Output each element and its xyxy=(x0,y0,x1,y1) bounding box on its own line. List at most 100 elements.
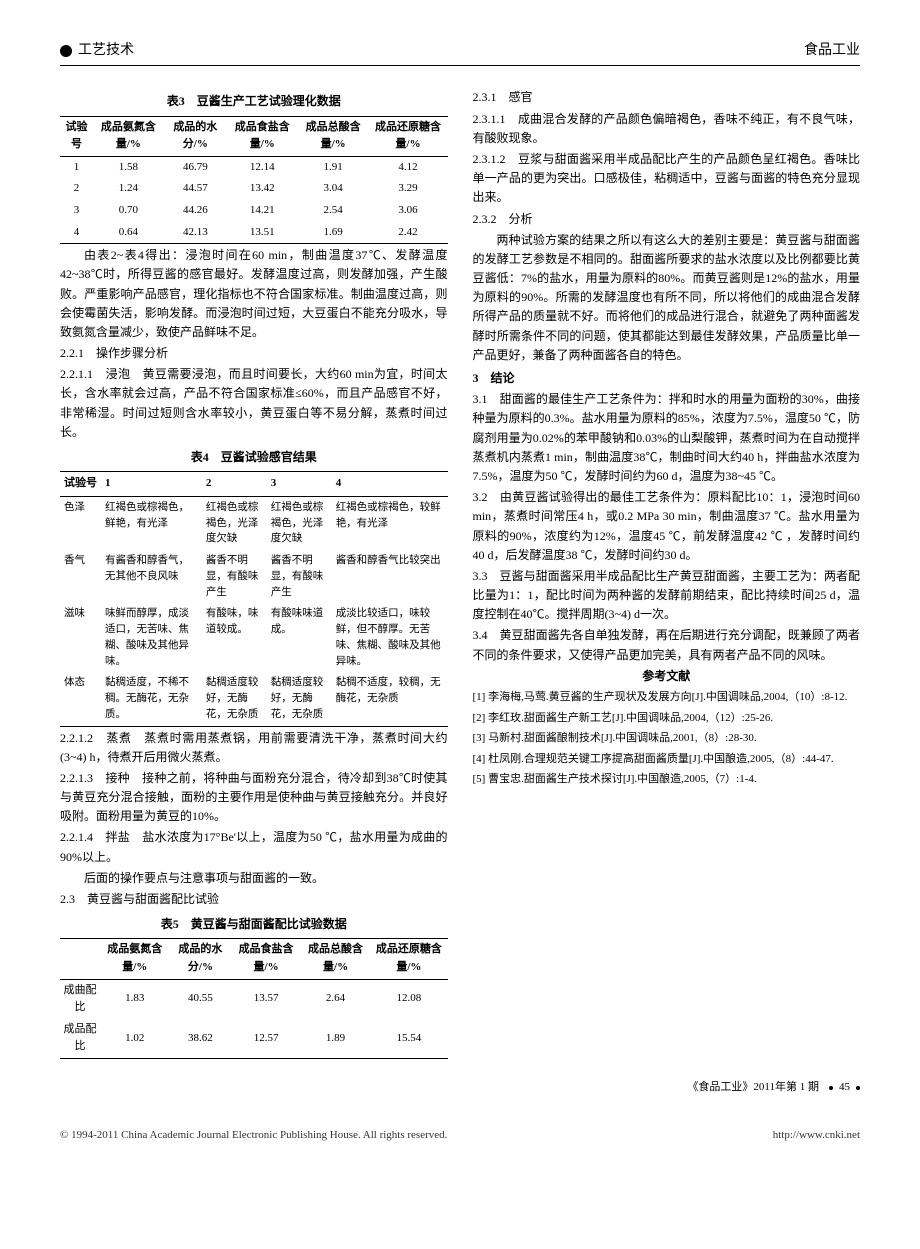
td: 12.08 xyxy=(370,979,447,1019)
copyright-text: © 1994-2011 China Academic Journal Elect… xyxy=(60,1127,447,1145)
td: 有酱香和醇香气，无其他不良风味 xyxy=(101,550,202,603)
ref: [1] 李海梅,马莺.黄豆酱的生产现状及发展方向[J].中国调味品,2004,（… xyxy=(473,689,861,707)
td: 红褐色或棕褐色，鲜艳，有光泽 xyxy=(101,496,202,550)
bullet-icon xyxy=(60,45,72,57)
th: 成品总酸含量/% xyxy=(301,939,370,979)
sec-3: 3 结论 xyxy=(473,369,861,388)
th: 成品的水分/% xyxy=(170,939,232,979)
th: 成品总酸含量/% xyxy=(298,116,369,156)
issue: 《食品工业》2011年第 1 期 xyxy=(687,1079,819,1097)
sec-33: 3.3 豆酱与甜面酱采用半成品配比生产黄豆甜面酱，主要工艺为：两者配比量为1：1… xyxy=(473,567,861,625)
ref: [4] 杜凤刚.合理规范关键工序提高甜面酱质量[J].中国酿造,2005,（8）… xyxy=(473,751,861,769)
sec-232: 2.3.2 分析 xyxy=(473,210,861,229)
td: 0.70 xyxy=(93,200,164,222)
td: 2.64 xyxy=(301,979,370,1019)
sec-231: 2.3.1 感官 xyxy=(473,88,861,107)
th: 成品食盐含量/% xyxy=(231,939,300,979)
sec-2212: 2.2.1.2 蒸煮 蒸煮时需用蒸煮锅，用前需要清洗干净，蒸煮时间大约(3~4)… xyxy=(60,729,448,767)
page-number: 45 xyxy=(839,1079,850,1097)
sec-221: 2.2.1 操作步骤分析 xyxy=(60,344,448,363)
td: 香气 xyxy=(60,550,101,603)
td: 3.29 xyxy=(369,178,448,200)
td: 体态 xyxy=(60,672,101,726)
td: 1.83 xyxy=(100,979,169,1019)
td: 15.54 xyxy=(370,1019,447,1059)
td: 13.42 xyxy=(227,178,298,200)
th: 试验号 xyxy=(60,472,101,497)
table3: 试验号 成品氨氮含量/% 成品的水分/% 成品食盐含量/% 成品总酸含量/% 成… xyxy=(60,116,448,245)
dot-icon xyxy=(829,1086,833,1090)
td: 酱香不明显，有酸味产生 xyxy=(267,550,332,603)
td: 1.69 xyxy=(298,222,369,244)
references: [1] 李海梅,马莺.黄豆酱的生产现状及发展方向[J].中国调味品,2004,（… xyxy=(473,689,861,789)
td: 13.57 xyxy=(231,979,300,1019)
td: 4 xyxy=(60,222,93,244)
th: 4 xyxy=(332,472,448,497)
table3-title: 表3 豆酱生产工艺试验理化数据 xyxy=(60,92,448,111)
th: 成品的水分/% xyxy=(164,116,227,156)
copyright-url: http://www.cnki.net xyxy=(773,1127,860,1145)
para: 由表2~表4得出：浸泡时间在60 min，制曲温度37℃、发酵温度42~38℃时… xyxy=(60,246,448,342)
th: 2 xyxy=(202,472,267,497)
td: 有酸味味道成。 xyxy=(267,603,332,672)
th: 成品还原糖含量/% xyxy=(370,939,447,979)
td: 滋味 xyxy=(60,603,101,672)
td: 3 xyxy=(60,200,93,222)
sec-2213: 2.2.1.3 接种 接种之前，将种曲与面粉充分混合，待冷却到38℃时使其与黄豆… xyxy=(60,769,448,827)
td: 成曲配比 xyxy=(60,979,100,1019)
para: 后面的操作要点与注意事项与甜面酱的一致。 xyxy=(60,869,448,888)
td: 黏稠不适度，较稠，无酶花，无杂质 xyxy=(332,672,448,726)
th: 3 xyxy=(267,472,332,497)
td: 红褐色或棕褐色，光泽度欠缺 xyxy=(267,496,332,550)
table5-title: 表5 黄豆酱与甜面酱配比试验数据 xyxy=(60,915,448,934)
td: 味鲜而醇厚，成淡适口，无苦味、焦糊、酸味及其他异味。 xyxy=(101,603,202,672)
td: 红褐色或棕褐色，光泽度欠缺 xyxy=(202,496,267,550)
td: 黏稠适度较好，无酶花，无杂质 xyxy=(202,672,267,726)
ref: [3] 马新村.甜面酱酿制技术[J].中国调味品,2001,（8）:28-30. xyxy=(473,730,861,748)
th: 成品氨氮含量/% xyxy=(100,939,169,979)
td: 2 xyxy=(60,178,93,200)
td: 44.26 xyxy=(164,200,227,222)
sec-2211: 2.2.1.1 浸泡 黄豆需要浸泡，而且时间要长，大约60 min为宜，时间太长… xyxy=(60,365,448,442)
left-column: 表3 豆酱生产工艺试验理化数据 试验号 成品氨氮含量/% 成品的水分/% 成品食… xyxy=(60,86,448,1059)
td: 红褐色或棕褐色，较鲜艳，有光泽 xyxy=(332,496,448,550)
page-footer: 《食品工业》2011年第 1 期 45 xyxy=(60,1079,860,1097)
ref: [5] 曹宝忠.甜面酱生产技术探讨[J].中国酿造,2005,（7）:1-4. xyxy=(473,771,861,789)
dot-icon xyxy=(856,1086,860,1090)
ref: [2] 李红玫.甜面酱生产新工艺[J].中国调味品,2004,（12）:25-2… xyxy=(473,710,861,728)
table5: 成品氨氮含量/% 成品的水分/% 成品食盐含量/% 成品总酸含量/% 成品还原糖… xyxy=(60,938,448,1059)
sec-31: 3.1 甜面酱的最佳生产工艺条件为：拌和时水的用量为面粉的30%，曲接种量为原料… xyxy=(473,390,861,486)
right-column: 2.3.1 感官 2.3.1.1 成曲混合发酵的产品颜色偏暗褐色，香味不纯正，有… xyxy=(473,86,861,1059)
td: 40.55 xyxy=(170,979,232,1019)
th: 试验号 xyxy=(60,116,93,156)
sec-2312: 2.3.1.2 豆浆与甜面酱采用半成品配比产生的产品颜色呈红褐色。香味比单一产品… xyxy=(473,150,861,208)
sec-32: 3.2 由黄豆酱试验得出的最佳工艺条件为：原料配比10：1，浸泡时间60 min… xyxy=(473,488,861,565)
td: 1.02 xyxy=(100,1019,169,1059)
td: 46.79 xyxy=(164,156,227,178)
copyright: © 1994-2011 China Academic Journal Elect… xyxy=(60,1127,860,1145)
td: 44.57 xyxy=(164,178,227,200)
td: 1.24 xyxy=(93,178,164,200)
td: 1.89 xyxy=(301,1019,370,1059)
table4: 试验号 1 2 3 4 色泽红褐色或棕褐色，鲜艳，有光泽红褐色或棕褐色，光泽度欠… xyxy=(60,471,448,726)
th: 成品食盐含量/% xyxy=(227,116,298,156)
td: 黏稠适度，不稀不稠。无酶花，无杂质。 xyxy=(101,672,202,726)
td: 酱香和醇香气比较突出 xyxy=(332,550,448,603)
td: 3.06 xyxy=(369,200,448,222)
td: 13.51 xyxy=(227,222,298,244)
td: 2.54 xyxy=(298,200,369,222)
sec-23: 2.3 黄豆酱与甜面酱配比试验 xyxy=(60,890,448,909)
sec-2311: 2.3.1.1 成曲混合发酵的产品颜色偏暗褐色，香味不纯正，有不良气味，有酸败现… xyxy=(473,110,861,148)
para: 两种试验方案的结果之所以有这么大的差别主要是：黄豆酱与甜面酱的发酵工艺参数是不相… xyxy=(473,231,861,365)
refs-title: 参考文献 xyxy=(473,667,861,686)
td: 成淡比较适口，味较鲜，但不醇厚。无苦味、焦糊、酸味及其他异味。 xyxy=(332,603,448,672)
section-name: 工艺技术 xyxy=(78,40,134,62)
td: 2.42 xyxy=(369,222,448,244)
journal-name: 食品工业 xyxy=(804,40,860,62)
th: 成品还原糖含量/% xyxy=(369,116,448,156)
td: 有酸味，味道较成。 xyxy=(202,603,267,672)
sec-34: 3.4 黄豆甜面酱先各自单独发酵，再在后期进行充分调配，既兼顾了两者不同的条件要… xyxy=(473,626,861,664)
td: 成品配比 xyxy=(60,1019,100,1059)
td: 14.21 xyxy=(227,200,298,222)
td: 1.91 xyxy=(298,156,369,178)
